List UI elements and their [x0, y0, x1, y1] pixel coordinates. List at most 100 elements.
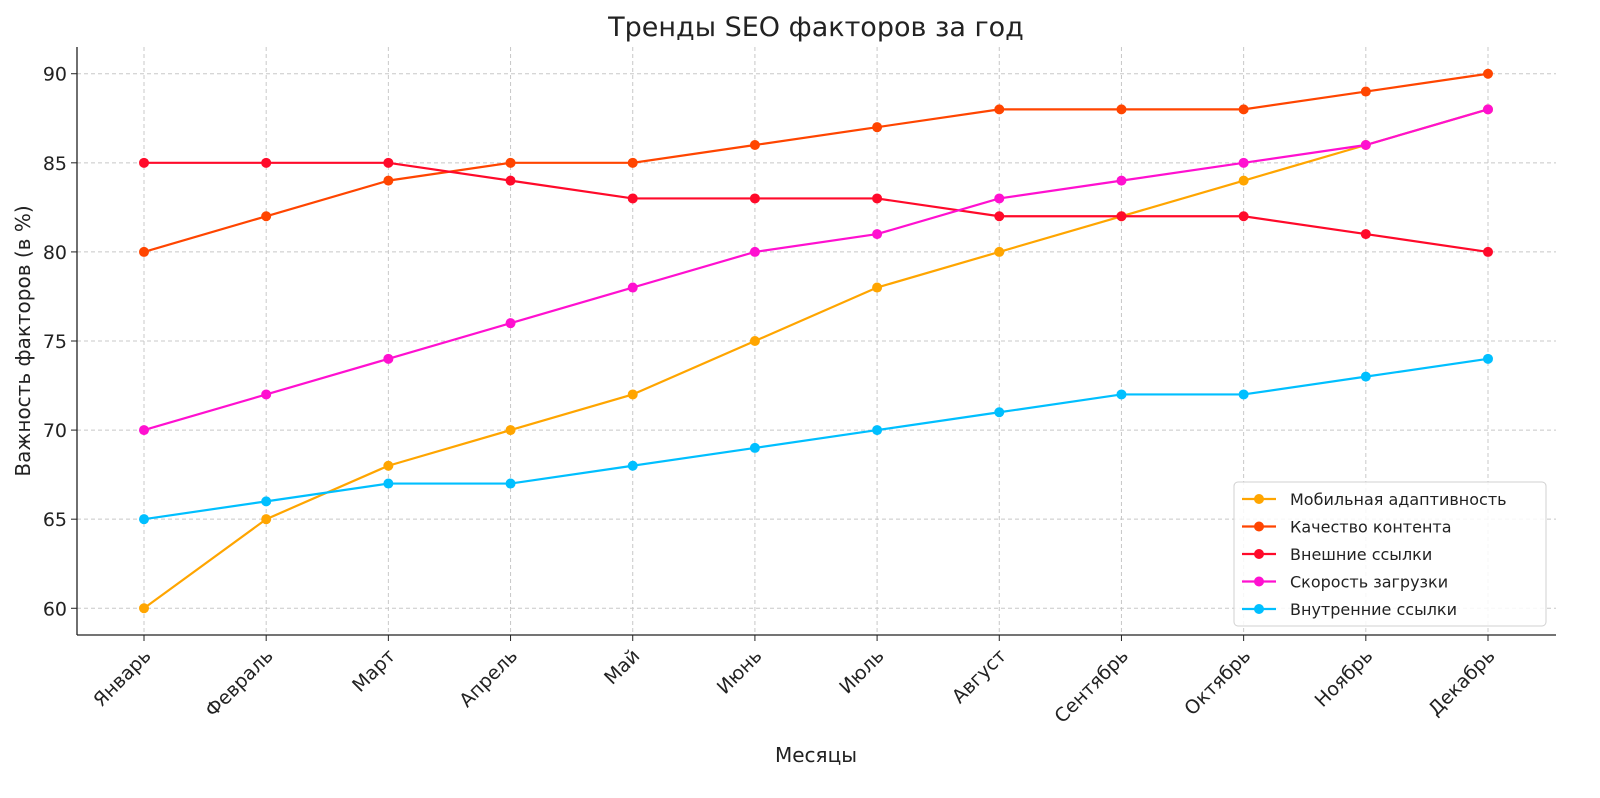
legend-label: Внешние ссылки: [1290, 545, 1432, 564]
data-point: [1483, 246, 1493, 257]
data-point: [749, 193, 760, 204]
series-line: [143, 108, 1489, 610]
series-4: [139, 353, 1493, 525]
series-group: [139, 68, 1493, 614]
series-3: [139, 104, 1493, 436]
legend-box: [1233, 481, 1547, 627]
y-tick-label: 85: [43, 153, 67, 175]
series-line: [143, 108, 1489, 432]
y-tick-label: 70: [43, 420, 67, 442]
data-point: [1360, 229, 1371, 240]
data-point: [505, 157, 516, 168]
x-tick-label: Октябрь: [1180, 645, 1255, 720]
data-point: [261, 389, 272, 400]
legend-label: Качество контента: [1290, 518, 1452, 537]
legend-marker: [1254, 576, 1264, 587]
data-point: [1116, 104, 1127, 115]
data-point: [749, 246, 760, 257]
data-point: [627, 282, 638, 293]
y-tick-label: 65: [43, 509, 67, 531]
series-2: [139, 157, 1493, 257]
data-point: [1360, 140, 1371, 150]
x-axis-label: Месяцы: [775, 743, 857, 767]
y-tick-label: 80: [43, 242, 67, 264]
y-tick-label: 75: [43, 331, 67, 353]
data-point: [383, 175, 394, 186]
data-point: [261, 157, 272, 168]
data-point: [505, 318, 516, 329]
data-point: [383, 478, 394, 489]
data-point: [383, 353, 394, 364]
data-point: [627, 389, 638, 400]
data-point: [1483, 353, 1493, 364]
series-line: [143, 72, 1489, 253]
legend-marker: [1254, 604, 1264, 614]
data-point: [505, 425, 516, 436]
data-point: [749, 140, 760, 150]
data-point: [1483, 68, 1493, 79]
series-1: [139, 68, 1493, 257]
data-point: [1360, 371, 1371, 382]
series-0: [139, 104, 1493, 614]
data-point: [1360, 86, 1371, 97]
data-point: [627, 193, 638, 204]
series-line: [144, 161, 1489, 253]
data-point: [505, 478, 516, 489]
data-point: [994, 104, 1005, 115]
data-point: [261, 211, 272, 222]
data-point: [1116, 211, 1127, 222]
data-point: [749, 336, 760, 346]
data-point: [139, 246, 149, 257]
x-tick-label: Декабрь: [1424, 645, 1499, 720]
data-point: [1483, 104, 1493, 115]
data-point: [872, 282, 883, 293]
data-point: [1238, 389, 1249, 400]
data-point: [627, 460, 638, 471]
data-point: [139, 157, 149, 168]
data-point: [505, 175, 516, 186]
y-axis-label: Важность факторов (в %): [11, 205, 35, 476]
data-point: [1116, 175, 1127, 186]
x-tick-label: Сентябрь: [1050, 645, 1133, 728]
data-point: [139, 425, 149, 436]
data-point: [1116, 389, 1127, 400]
data-point: [1238, 157, 1249, 168]
data-point: [261, 514, 272, 525]
data-point: [627, 157, 638, 168]
data-point: [872, 122, 883, 133]
data-point: [261, 496, 272, 507]
legend-label: Скорость загрузки: [1290, 573, 1448, 592]
data-point: [994, 193, 1005, 204]
x-tick-label: Август: [948, 645, 1011, 708]
data-point: [872, 229, 883, 240]
data-point: [1238, 104, 1249, 115]
data-point: [139, 514, 149, 525]
x-tick-label: Ноябрь: [1311, 645, 1378, 712]
chart-title: Тренды SEO факторов за год: [607, 12, 1024, 43]
legend-label: Внутренние ссылки: [1290, 600, 1457, 619]
data-point: [749, 442, 760, 453]
data-point: [994, 246, 1005, 257]
y-tick-label: 90: [43, 64, 67, 86]
data-point: [139, 603, 149, 614]
x-tick-label: Март: [348, 645, 400, 697]
x-tick-label: Май: [600, 645, 644, 689]
y-tick-label: 60: [43, 598, 67, 620]
data-point: [1238, 211, 1249, 222]
legend-marker: [1254, 549, 1264, 559]
data-point: [383, 157, 394, 168]
data-point: [383, 460, 394, 471]
x-tick-label: Февраль: [201, 645, 278, 722]
series-line: [143, 357, 1489, 521]
legend-marker: [1254, 521, 1264, 532]
data-point: [1238, 175, 1249, 186]
legend-marker: [1254, 494, 1264, 504]
legend: Мобильная адаптивность Качество контента В…: [1233, 481, 1547, 627]
x-tick-label: Июнь: [713, 645, 767, 699]
data-point: [872, 193, 883, 204]
data-point: [872, 425, 883, 436]
data-point: [994, 211, 1005, 222]
data-point: [994, 407, 1005, 418]
legend-label: Мобильная адаптивность: [1290, 490, 1507, 509]
